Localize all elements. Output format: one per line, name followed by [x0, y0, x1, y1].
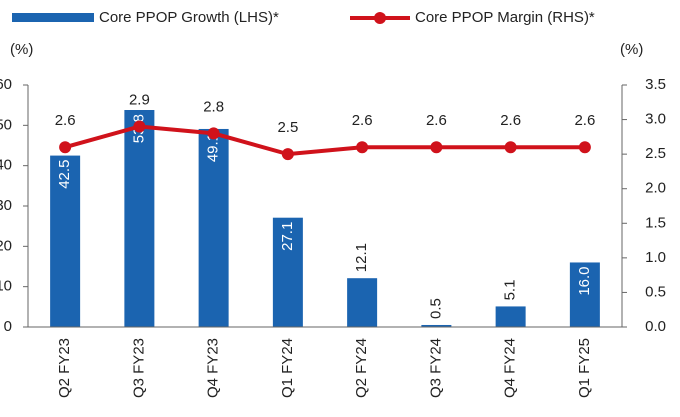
bar — [198, 128, 229, 327]
line-value-label: 2.6 — [352, 112, 373, 129]
x-tick-label: Q4 FY24 — [502, 338, 519, 398]
legend-label: Core PPOP Margin (RHS)* — [415, 9, 595, 26]
y-tick-label: 40 — [0, 157, 12, 174]
y2-tick-label: 2.0 — [645, 180, 666, 197]
bar-value-label: 12.1 — [353, 243, 370, 272]
x-tick-label: Q3 FY23 — [130, 338, 147, 398]
line — [64, 124, 585, 157]
line-value-label: 2.6 — [55, 112, 76, 129]
y-tick-label: 10 — [0, 278, 12, 295]
bar — [421, 324, 452, 327]
y-tick-label: 60 — [0, 76, 12, 93]
line-marker — [133, 120, 146, 133]
bar-value-label: 0.5 — [427, 298, 444, 319]
bar — [124, 110, 155, 327]
bar-value-label: 16.0 — [576, 266, 593, 295]
line-marker — [207, 127, 220, 140]
line-value-label: 2.9 — [129, 91, 150, 108]
y-tick-label: 30 — [0, 197, 12, 214]
line-value-label: 2.8 — [203, 98, 224, 115]
line-marker — [504, 141, 517, 154]
bar — [50, 155, 81, 327]
x-tick-label: Q1 FY25 — [576, 338, 593, 398]
x-tick-label: Q1 FY24 — [279, 338, 296, 398]
bar — [272, 217, 303, 327]
line-value-label: 2.5 — [277, 119, 298, 136]
x-tick-label: Q2 FY23 — [56, 338, 73, 398]
y2-tick-label: 3.5 — [645, 76, 666, 93]
legend-swatch — [12, 13, 94, 22]
y2-axis-label: (%) — [620, 41, 643, 58]
y2-tick-label: 0.0 — [645, 318, 666, 335]
bar — [495, 306, 526, 327]
line-value-label: 2.6 — [500, 112, 521, 129]
x-tick-label: Q3 FY24 — [427, 338, 444, 398]
line-marker — [281, 148, 294, 161]
y2-tick-label: 0.5 — [645, 283, 666, 300]
y2-tick-label: 2.5 — [645, 145, 666, 162]
y-tick-label: 20 — [0, 237, 12, 254]
bar-value-label: 27.1 — [279, 222, 296, 251]
y-tick-label: 50 — [0, 116, 12, 133]
legend-swatch — [374, 12, 386, 24]
line-marker — [356, 141, 369, 154]
line-marker — [430, 141, 443, 154]
x-tick-label: Q4 FY23 — [205, 338, 222, 398]
y2-tick-label: 3.0 — [645, 111, 666, 128]
y-axis-label: (%) — [10, 41, 33, 58]
line-value-label: 2.6 — [574, 112, 595, 129]
y2-tick-label: 1.5 — [645, 214, 666, 231]
bar-value-label: 42.5 — [56, 160, 73, 189]
line-value-label: 2.6 — [426, 112, 447, 129]
bar — [347, 278, 378, 327]
legend-label: Core PPOP Growth (LHS)* — [99, 9, 279, 26]
line-marker — [578, 141, 591, 154]
y-tick-label: 0 — [4, 318, 12, 335]
line-marker — [59, 141, 72, 154]
x-tick-label: Q2 FY24 — [353, 338, 370, 398]
y2-tick-label: 1.0 — [645, 249, 666, 266]
bar-value-label: 49.1 — [205, 133, 222, 162]
bar — [569, 262, 600, 327]
bar-value-label: 5.1 — [502, 280, 519, 301]
